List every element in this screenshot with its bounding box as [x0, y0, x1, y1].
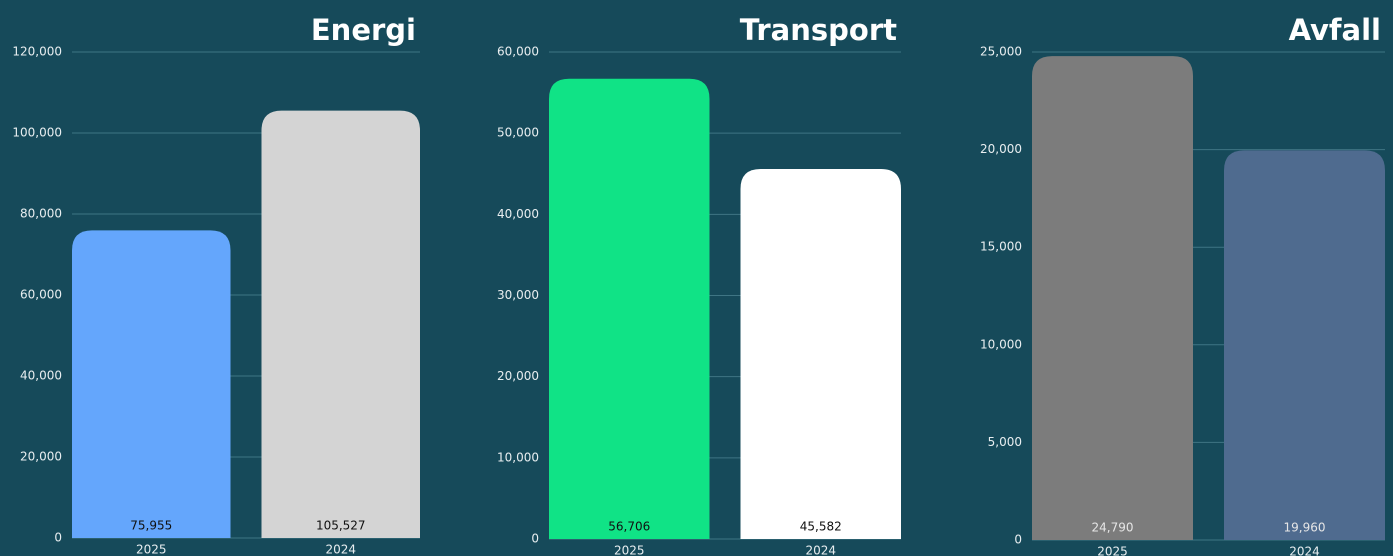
- y-tick-label: 15,000: [980, 240, 1022, 254]
- bar: [1224, 150, 1385, 540]
- x-tick-label: 2025: [614, 544, 645, 556]
- chart-title: Avfall: [1289, 13, 1381, 47]
- value-label: 56,706: [608, 520, 650, 534]
- y-tick-label: 10,000: [497, 450, 539, 464]
- y-tick-label: 20,000: [980, 142, 1022, 156]
- chart-title: Energi: [311, 13, 416, 47]
- value-label: 24,790: [1092, 521, 1134, 535]
- y-tick-label: 40,000: [20, 369, 62, 383]
- bar: [740, 169, 901, 539]
- bar: [261, 110, 420, 538]
- y-tick-label: 100,000: [12, 126, 62, 140]
- y-tick-label: 80,000: [20, 207, 62, 221]
- y-tick-label: 50,000: [497, 126, 539, 140]
- y-tick-label: 0: [531, 532, 539, 546]
- x-tick-label: 2025: [1097, 545, 1128, 556]
- y-tick-label: 20,000: [20, 450, 62, 464]
- y-tick-label: 30,000: [497, 288, 539, 302]
- bar: [1032, 56, 1193, 540]
- x-tick-label: 2025: [136, 543, 167, 556]
- bar: [549, 78, 710, 539]
- y-tick-label: 120,000: [12, 45, 62, 59]
- y-tick-label: 40,000: [497, 207, 539, 221]
- value-label: 75,955: [130, 519, 172, 533]
- y-tick-label: 60,000: [20, 288, 62, 302]
- x-tick-label: 2024: [1289, 545, 1320, 556]
- value-label: 45,582: [800, 520, 842, 534]
- y-tick-label: 20,000: [497, 369, 539, 383]
- bar: [72, 230, 231, 538]
- y-tick-label: 5,000: [988, 435, 1022, 449]
- y-tick-label: 0: [1014, 533, 1022, 547]
- y-tick-label: 60,000: [497, 45, 539, 59]
- x-tick-label: 2024: [805, 544, 836, 556]
- y-tick-label: 10,000: [980, 337, 1022, 351]
- y-tick-label: 25,000: [980, 45, 1022, 59]
- chart-title: Transport: [740, 13, 897, 47]
- value-label: 19,960: [1284, 521, 1326, 535]
- value-label: 105,527: [316, 519, 366, 533]
- y-tick-label: 0: [54, 531, 62, 545]
- x-tick-label: 2024: [325, 543, 356, 556]
